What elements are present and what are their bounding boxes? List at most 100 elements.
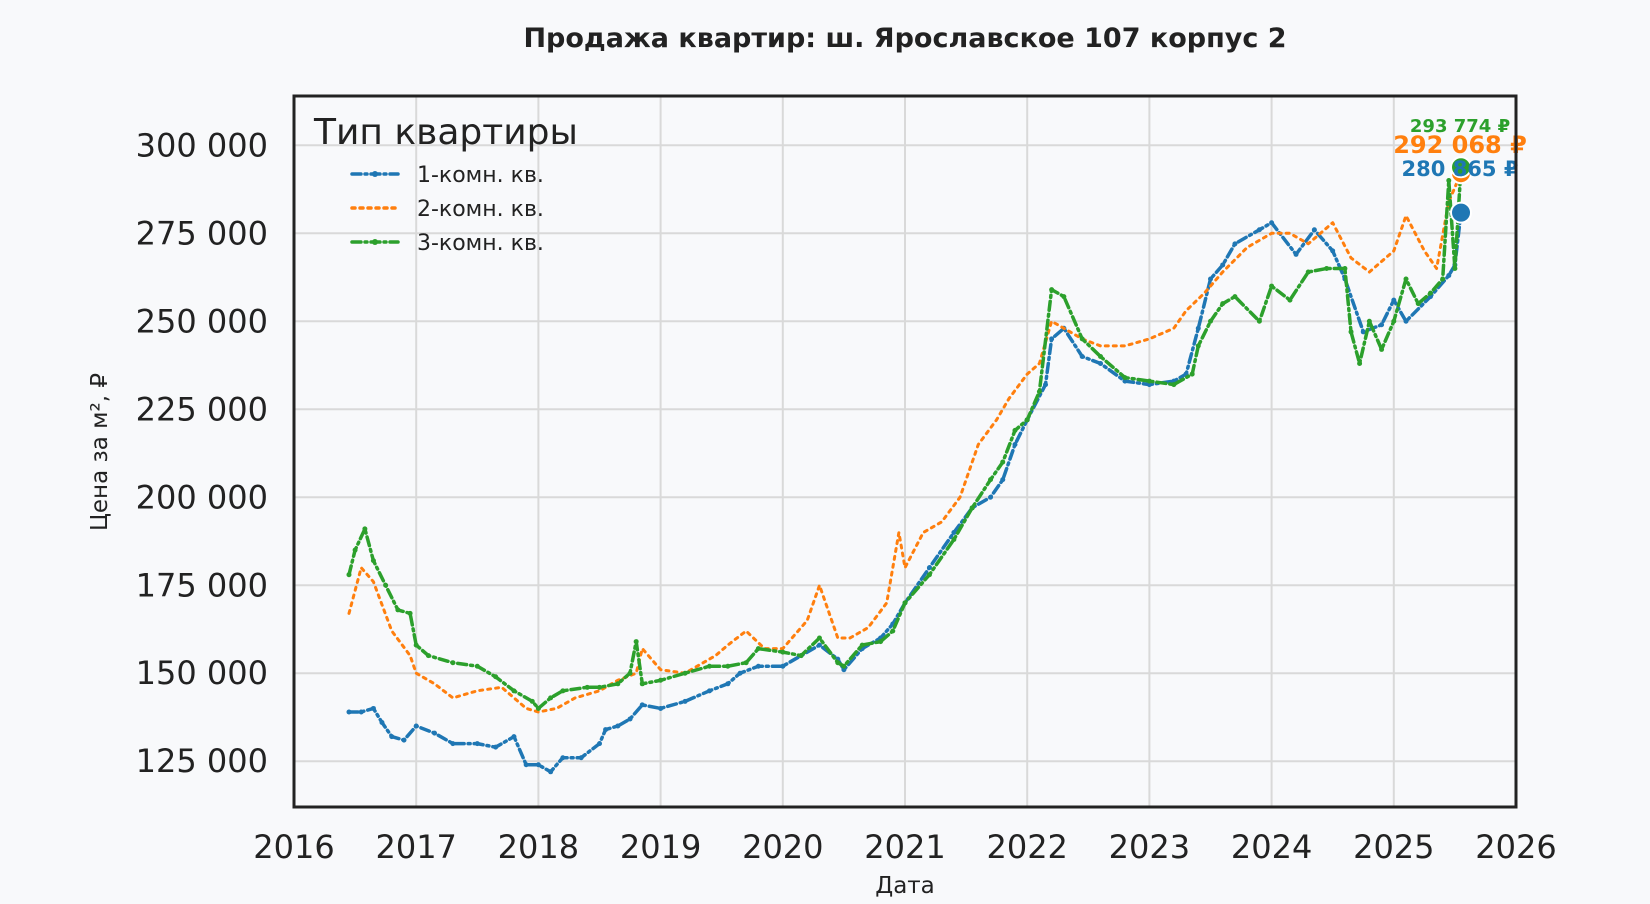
data-point	[389, 734, 395, 740]
data-point	[511, 734, 517, 740]
y-axis-label: Цена за м², ₽	[87, 373, 113, 531]
legend-swatch-marker	[372, 239, 378, 245]
data-point	[816, 635, 822, 641]
data-point	[1049, 336, 1055, 342]
data-point	[988, 494, 994, 500]
data-point	[890, 628, 896, 634]
data-point	[1391, 297, 1397, 303]
series-lines	[346, 164, 1464, 775]
data-point	[474, 741, 480, 747]
data-point	[578, 755, 584, 761]
data-point	[548, 695, 554, 701]
y-tick-label: 250 000	[136, 302, 268, 340]
data-point	[1391, 318, 1397, 324]
data-point	[1122, 375, 1128, 381]
data-point	[346, 572, 352, 578]
data-point	[755, 663, 761, 669]
data-point	[548, 769, 554, 775]
series-endpoints: 293 774 ₽292 068 ₽280 865 ₽	[1393, 116, 1527, 224]
data-point	[841, 667, 847, 673]
data-point	[1305, 269, 1311, 275]
data-point	[603, 727, 609, 733]
y-tick-label: 275 000	[136, 214, 268, 252]
data-point	[1357, 361, 1363, 367]
legend-label: 3-комн. кв.	[417, 231, 544, 256]
data-point	[1061, 294, 1067, 300]
x-tick-label: 2026	[1475, 828, 1556, 866]
data-point	[1000, 477, 1006, 483]
x-tick-label: 2019	[620, 828, 701, 866]
data-point	[1024, 417, 1030, 423]
data-point	[597, 684, 602, 690]
data-point	[413, 723, 419, 729]
data-point	[1043, 382, 1049, 388]
data-point	[523, 762, 529, 768]
data-point	[1195, 343, 1201, 349]
endpoint-marker	[1450, 156, 1473, 179]
data-point	[615, 723, 621, 729]
endpoint-value-label: 293 774 ₽	[1410, 116, 1510, 137]
data-point	[425, 653, 431, 659]
data-point	[493, 744, 499, 750]
data-point	[413, 642, 419, 648]
data-point	[432, 730, 438, 736]
data-point	[1208, 318, 1213, 324]
data-point	[362, 526, 368, 532]
data-point	[969, 505, 975, 511]
x-tick-label: 2017	[375, 828, 456, 866]
data-point	[474, 663, 480, 669]
x-tick-label: 2022	[986, 828, 1067, 866]
data-point	[743, 660, 749, 666]
data-point	[584, 684, 590, 690]
data-point	[1440, 276, 1446, 282]
data-point	[835, 660, 841, 666]
data-point	[1256, 318, 1262, 324]
chart-title: Продажа квартир: ш. Ярославское 107 корп…	[523, 23, 1286, 54]
data-point	[1012, 441, 1018, 447]
data-point	[1208, 276, 1213, 282]
data-point	[1348, 329, 1354, 335]
y-tick-label: 150 000	[136, 654, 268, 692]
data-point	[1446, 177, 1452, 183]
legend-title: Тип квартиры	[313, 112, 578, 153]
x-tick-label: 2020	[742, 828, 823, 866]
legend-label: 2-комн. кв.	[417, 197, 544, 222]
x-tick-label: 2018	[498, 828, 579, 866]
x-tick-label: 2016	[253, 828, 334, 866]
x-axis-label: Дата	[875, 873, 935, 899]
data-point	[1220, 301, 1226, 307]
data-point	[926, 572, 932, 578]
y-axis-ticks: 125 000 150 000 175 000 200 000 225 000 250 0…	[136, 126, 268, 780]
data-point	[780, 663, 786, 669]
data-point	[450, 660, 456, 666]
data-point	[1287, 297, 1293, 303]
x-tick-label: 2025	[1353, 828, 1434, 866]
data-point	[951, 529, 957, 535]
y-tick-label: 200 000	[136, 478, 268, 516]
data-point	[1171, 382, 1177, 388]
data-point	[1293, 251, 1299, 257]
data-point	[951, 536, 957, 542]
data-point	[383, 582, 389, 588]
data-point	[1146, 382, 1152, 388]
data-point	[1269, 220, 1275, 226]
data-point	[658, 705, 664, 711]
data-point	[1232, 241, 1238, 247]
data-point	[1256, 227, 1262, 233]
y-tick-label: 225 000	[136, 390, 268, 428]
data-point	[560, 755, 566, 761]
data-point	[1049, 287, 1055, 293]
data-point	[535, 705, 541, 711]
legend-swatch-marker	[372, 171, 378, 177]
data-point	[780, 649, 786, 655]
data-point	[407, 610, 413, 616]
data-point	[1000, 459, 1006, 465]
data-point	[1079, 353, 1085, 359]
y-tick-label: 125 000	[136, 742, 268, 780]
data-point	[597, 741, 602, 747]
data-point	[511, 688, 517, 694]
legend-label: 1-комн. кв.	[417, 163, 544, 188]
data-point	[627, 716, 633, 722]
